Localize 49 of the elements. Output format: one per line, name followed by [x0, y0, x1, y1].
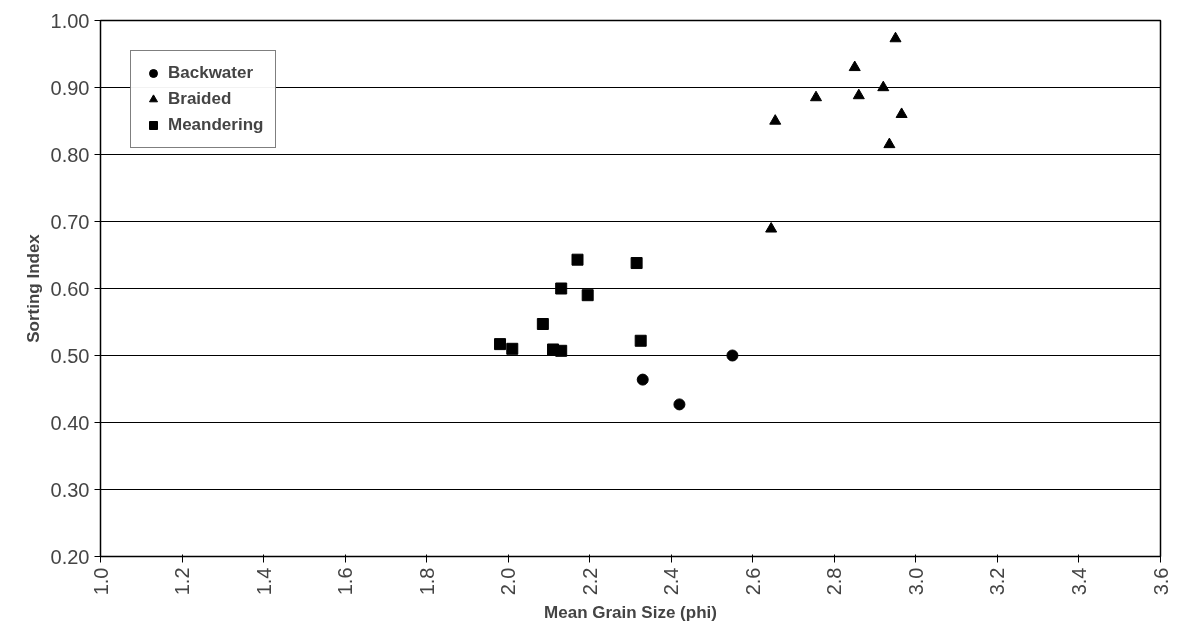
- point: [877, 80, 890, 92]
- y-tick-label: 0.30: [50, 478, 90, 501]
- point: [555, 282, 568, 295]
- point: [494, 338, 507, 351]
- point: [848, 60, 861, 72]
- y-tick-label: 0.80: [50, 143, 90, 166]
- x-tick-label: 2.6: [741, 567, 764, 596]
- point: [506, 342, 519, 355]
- point: [726, 349, 739, 362]
- y-tick-label: 0.70: [50, 210, 90, 233]
- x-tick-label: 1.6: [334, 567, 357, 596]
- x-tick-label: 3.2: [986, 567, 1009, 596]
- x-tick-label: 3.0: [904, 567, 927, 596]
- point: [889, 31, 902, 43]
- x-tick-label: 1.0: [89, 567, 112, 596]
- x-tick-label: 1.4: [252, 567, 275, 596]
- y-tick-label: 0.90: [50, 76, 90, 99]
- x-tick-label: 2.4: [660, 567, 683, 596]
- x-tick-label: 2.2: [578, 567, 601, 596]
- point: [852, 88, 865, 100]
- y-axis-title: Sorting Index: [23, 233, 43, 343]
- point: [555, 344, 568, 357]
- point: [765, 222, 778, 233]
- legend-label: Meandering: [168, 115, 264, 135]
- point: [769, 114, 782, 125]
- legend-label: Backwater: [168, 63, 254, 83]
- y-tick-label: 0.50: [50, 344, 90, 367]
- point: [571, 253, 584, 266]
- point: [895, 107, 908, 118]
- point: [636, 373, 649, 386]
- point: [536, 318, 549, 331]
- x-tick-label: 1.8: [415, 567, 438, 596]
- x-tick-label: 3.4: [1067, 567, 1090, 596]
- x-axis-title: Mean Grain Size (phi): [544, 603, 717, 623]
- x-tick-label: 3.6: [1149, 567, 1172, 596]
- point: [810, 90, 822, 102]
- point: [634, 334, 647, 347]
- y-tick-label: 0.20: [50, 545, 90, 568]
- point: [581, 289, 594, 302]
- x-tick-label: 1.2: [171, 567, 194, 596]
- point: [883, 137, 896, 149]
- y-tick-label: 0.40: [50, 411, 90, 434]
- legend-label: Braided: [168, 89, 232, 109]
- point: [673, 398, 686, 411]
- point: [630, 257, 643, 270]
- x-tick-label: 2.8: [823, 567, 846, 596]
- x-tick-label: 2.0: [497, 567, 520, 596]
- y-tick-label: 0.60: [50, 277, 90, 300]
- y-tick-label: 1.00: [50, 9, 90, 32]
